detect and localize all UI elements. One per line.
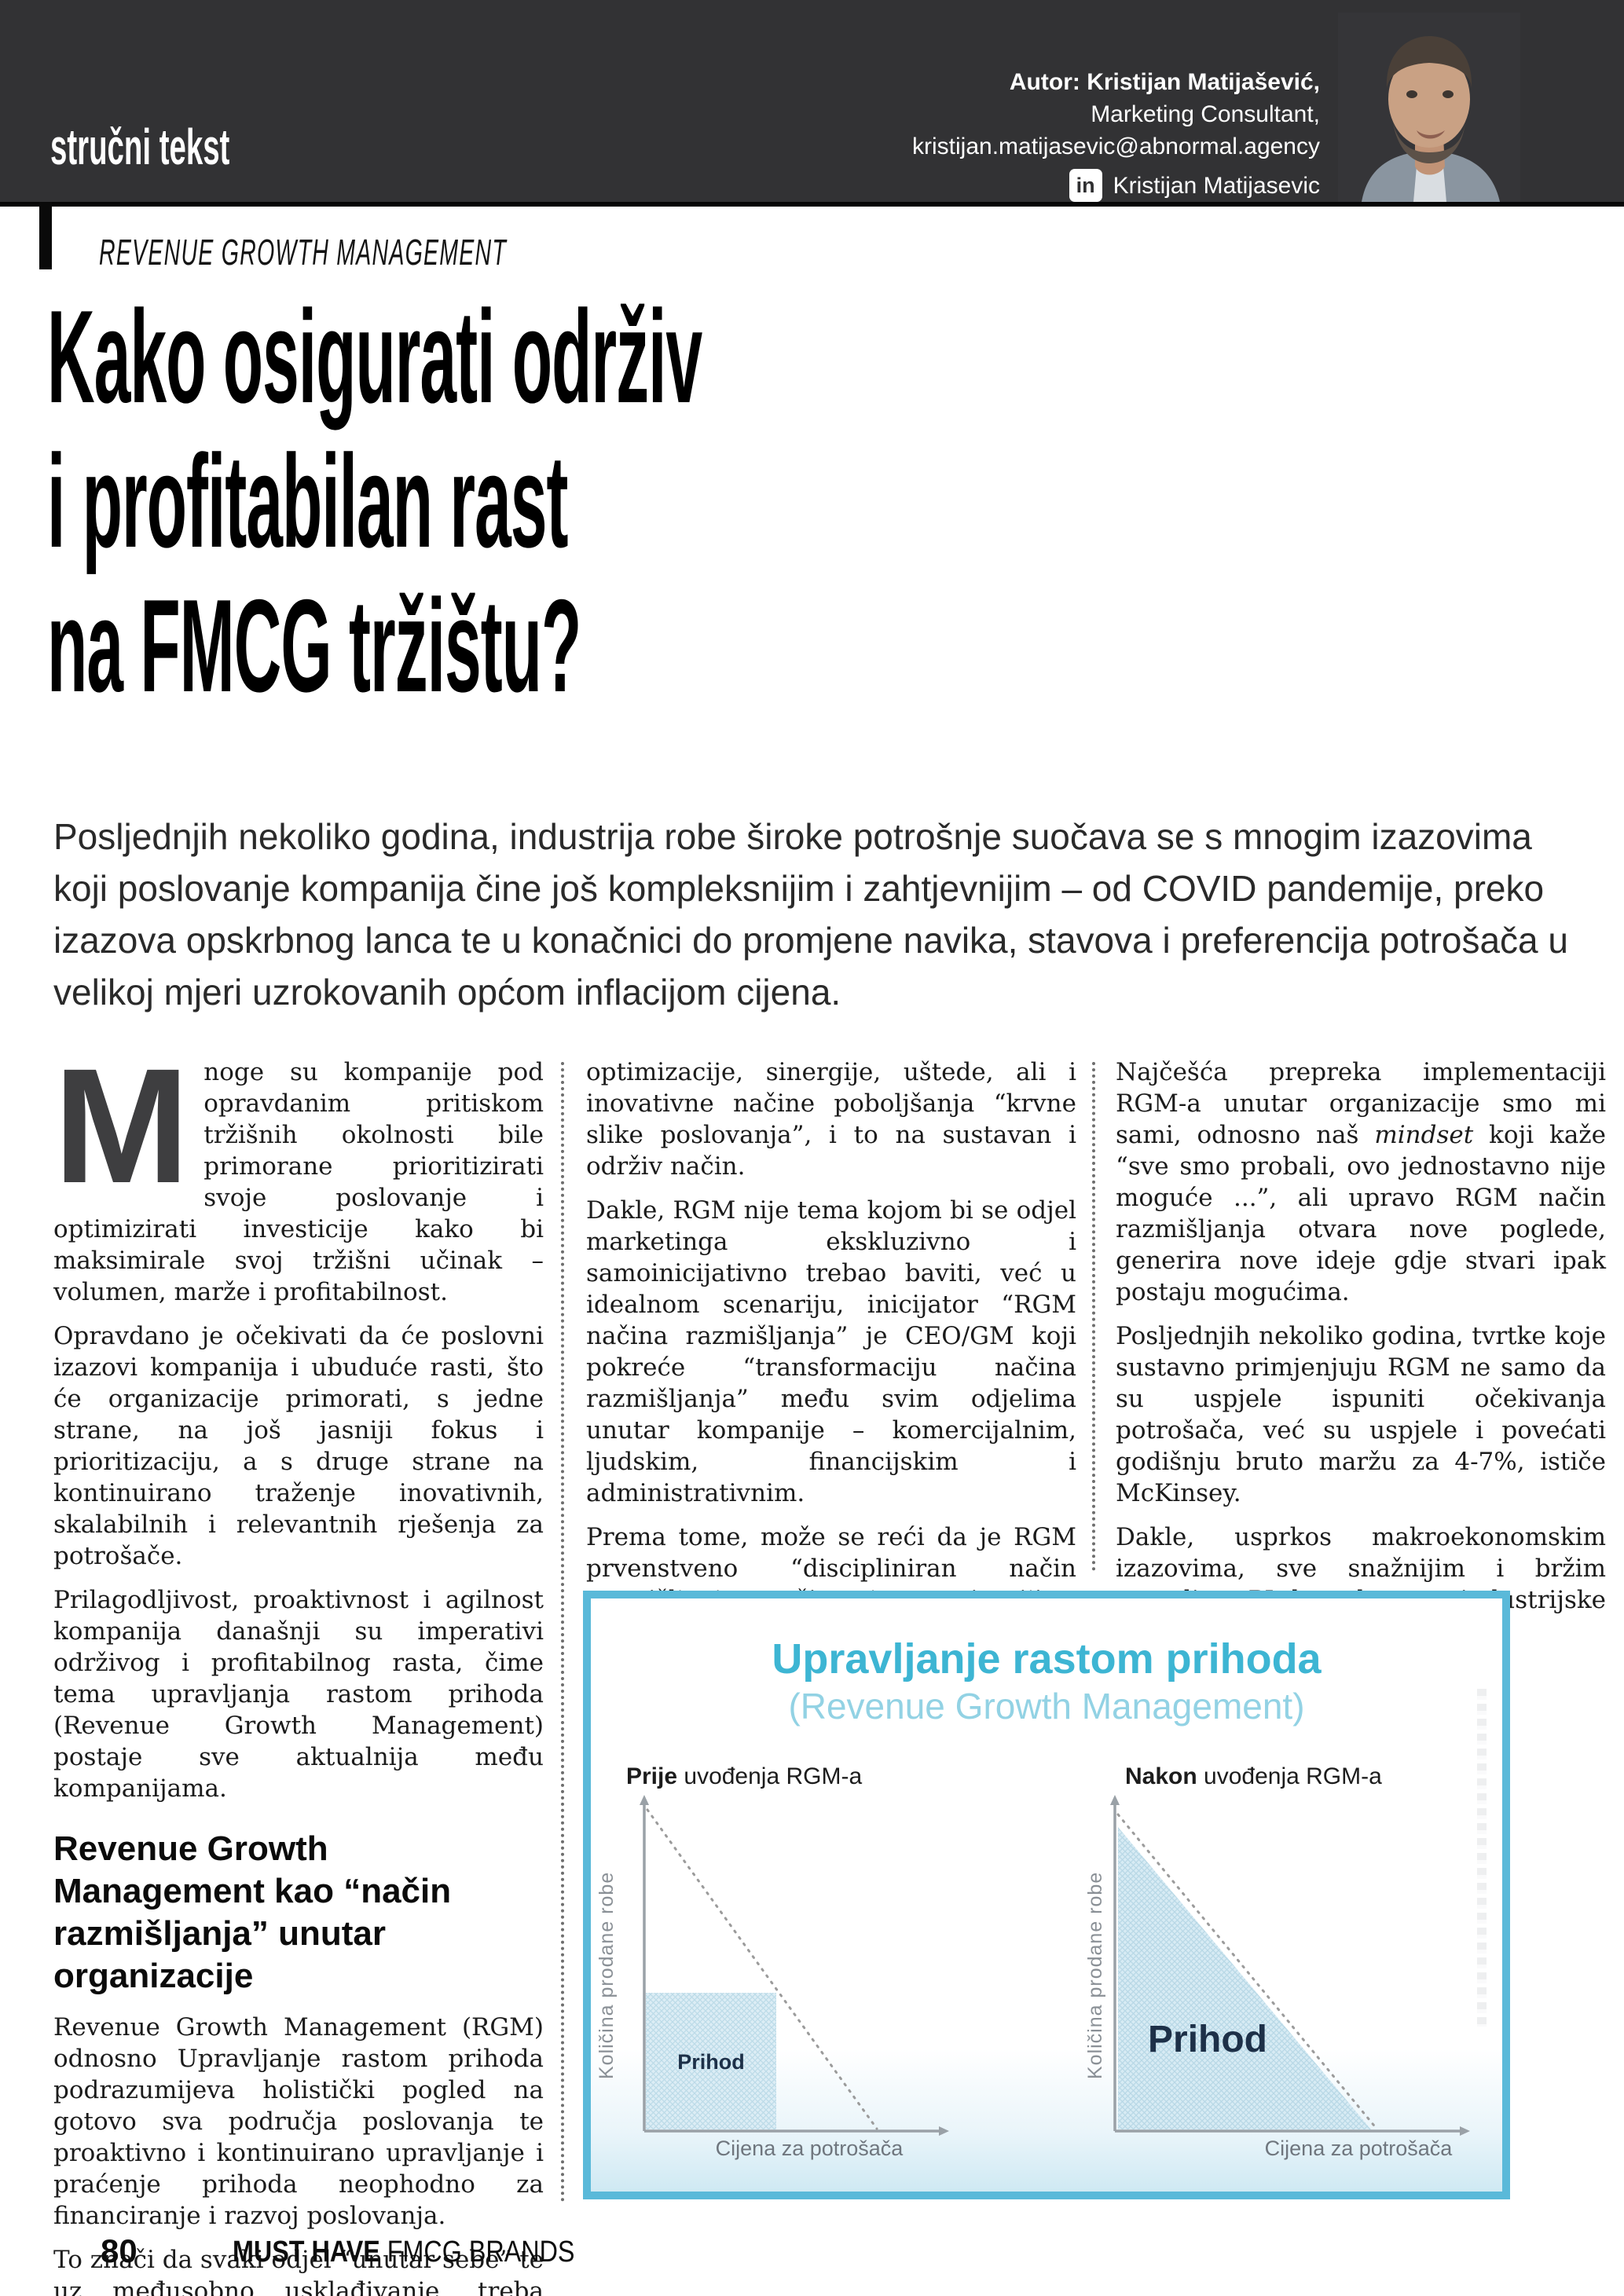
x-axis-arrow — [1460, 2126, 1470, 2136]
figure-subtitle: (Revenue Growth Management) — [788, 1686, 1305, 1727]
paragraph: optimizacije, sinergije, uštede, ali i i… — [586, 1058, 1076, 1181]
revenue-area-before — [646, 1993, 776, 2129]
footer-brand-bold: MUST HAVE — [233, 2236, 380, 2269]
revenue-label-after: Prihod — [1148, 2019, 1267, 2060]
paragraph: Revenue Growth Management (RGM) odnosno … — [53, 2013, 544, 2230]
author-name-line: Autor: Kristijan Matijašević, — [1009, 69, 1320, 95]
author-role: Marketing Consultant, — [1091, 101, 1320, 127]
drop-cap: M — [53, 1035, 190, 1218]
paragraph: Posljednjih nekoliko godina, tvrtke koje… — [1116, 1322, 1606, 1507]
linkedin-row[interactable]: in Kristijan Matijasevic — [912, 169, 1320, 202]
section-label-text: stručni tekst — [50, 119, 230, 175]
kicker-tab — [39, 202, 52, 269]
paragraph: Dakle, RGM nije tema kojom bi se odjel m… — [586, 1196, 1076, 1507]
before-rgm-chart: Prihod Cijena za potrošača — [640, 1795, 949, 2160]
after-rgm-chart: Prihod Cijena za potrošača — [1110, 1795, 1470, 2160]
vertical-watermark — [1477, 1689, 1487, 2027]
author-byline: Autor: Kristijan Matijašević, Marketing … — [912, 66, 1320, 202]
revenue-label-before: Prihod — [677, 2050, 745, 2074]
title-line-1: Kako osigurati održiv — [47, 283, 702, 430]
x-axis-arrow — [939, 2126, 949, 2136]
demand-curve — [646, 1808, 878, 2130]
subheading: Revenue Growth Management kao “način raz… — [53, 1829, 452, 1995]
italic-term: mindset — [1374, 1121, 1474, 1149]
linkedin-name[interactable]: Kristijan Matijasevic — [1113, 172, 1320, 199]
footer-brand-rest: FMCG BRANDS — [379, 2236, 575, 2269]
y-axis-arrow — [640, 1795, 649, 1805]
x-axis-label-after: Cijena za potrošača — [1265, 2137, 1454, 2160]
paragraph: Najčešća prepreka implementaciji RGM-a u… — [1116, 1058, 1606, 1306]
figure-right-label: Nakon uvođenja RGM-a — [1125, 1763, 1382, 1789]
title-line-2: i profitabilan rast — [47, 427, 568, 575]
author-photo — [1338, 13, 1520, 202]
revenue-area-after — [1118, 1827, 1371, 2129]
paragraph: Prilagodljivost, proaktivnost i agilnost… — [53, 1586, 544, 1803]
x-axis-label-before: Cijena za potrošača — [716, 2137, 904, 2160]
kicker-text: REVENUE GROWTH MANAGEMENT — [99, 232, 508, 273]
column-divider-2 — [1092, 1062, 1095, 1571]
section-label: stručni tekst — [50, 118, 350, 176]
kicker: REVENUE GROWTH MANAGEMENT — [99, 231, 757, 273]
topbar-divider — [0, 202, 1624, 207]
figure-left-label: Prije uvođenja RGM-a — [626, 1763, 863, 1789]
rgm-figure: Upravljanje rastom prihoda (Revenue Grow… — [583, 1591, 1510, 2199]
linkedin-icon[interactable]: in — [1069, 169, 1102, 202]
demand-curve — [1116, 1813, 1379, 2131]
column-divider-1 — [561, 1062, 564, 2203]
author-email[interactable]: kristijan.matijasevic@abnormal.agency — [912, 134, 1320, 159]
body-column-2: optimizacije, sinergije, uštede, ali i i… — [586, 1056, 1076, 1691]
y-axis-arrow — [1110, 1795, 1120, 1805]
paragraph: Opravdano je očekivati da će poslovni iz… — [53, 1322, 544, 1570]
page-number: 80 — [101, 2232, 137, 2269]
footer-brand: MUST HAVE FMCG BRANDS — [233, 2236, 635, 2269]
figure-title: Upravljanje rastom prihoda — [772, 1635, 1322, 1683]
body-column-3: Najčešća prepreka implementaciji RGM-a u… — [1116, 1056, 1606, 1660]
title-line-3: na FMCG tržištu? — [47, 572, 581, 720]
lead-paragraph: Posljednjih nekoliko godina, industrija … — [53, 816, 1569, 1013]
article-title: Kako osigurati održiv i profitabilan ras… — [47, 284, 1356, 718]
paragraph: To znači da svaki odjel “unutar sebe” te… — [53, 2246, 544, 2296]
